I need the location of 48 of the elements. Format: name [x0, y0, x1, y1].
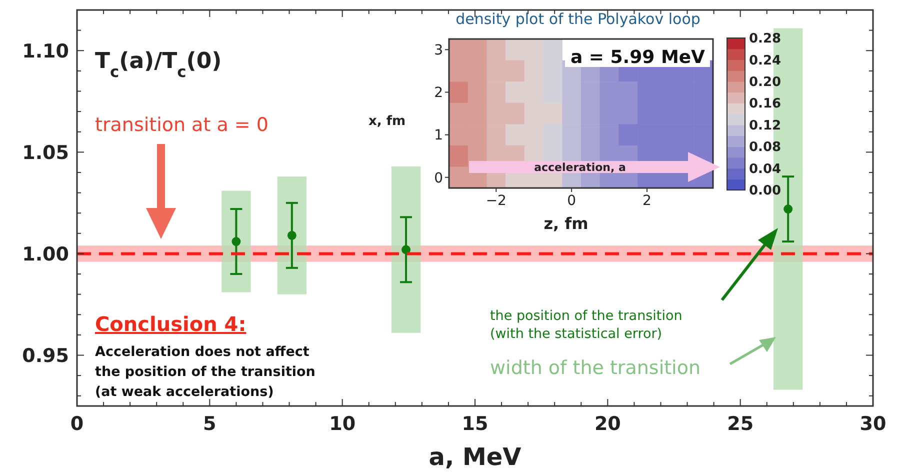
y-tick-label: 2 [434, 85, 443, 102]
y-tick-label: 0 [434, 170, 443, 186]
y-tick-label: 0.95 [22, 344, 69, 367]
color-bar-label: 0.00 [749, 184, 782, 199]
bar [391, 166, 421, 333]
annotation: the position of the transition [95, 364, 316, 380]
y-tick-label: 1.00 [22, 243, 69, 266]
annotation: (at weak accelerations) [95, 384, 274, 400]
y-tick-label: 1 [434, 128, 443, 144]
point [287, 230, 296, 240]
color-bar-label: 0.16 [749, 96, 782, 112]
x-tick-label: 2 [642, 193, 652, 209]
x-tick-label: 25 [727, 413, 754, 435]
x-tick-label: 20 [594, 413, 621, 435]
annotation: width of the transition [490, 357, 701, 379]
x-tick-label: 0 [567, 193, 576, 209]
color-bar-label: 0.12 [749, 118, 782, 134]
x-tick-label: 30 [860, 413, 886, 435]
x-tick-label: 10 [329, 413, 356, 435]
annotation: transition at a = 0 [95, 114, 268, 136]
annotation: a = 5.99 MeV [570, 47, 706, 68]
color-bar-label: 0.28 [749, 32, 782, 47]
y-tick-label: 1.05 [22, 142, 69, 164]
annotation: Acceleration does not affect [95, 344, 310, 360]
bar [277, 176, 307, 294]
y-axis-title: T$_{c}$(a)/T$_{c}$(0) [95, 49, 222, 81]
annotation: the position of the transition [490, 308, 682, 324]
annotation: (with the statistical error) [490, 326, 662, 342]
x-tick-label: 0 [70, 413, 84, 435]
point [402, 245, 411, 254]
color-bar-label: 0.04 [749, 162, 782, 177]
x-tick-label: −2 [486, 193, 506, 209]
annotation: acceleration, a [534, 161, 626, 174]
y-tick-label: 3 [434, 42, 443, 59]
annotation: Conclusion 4: [95, 312, 246, 336]
x-axis-title: a, MeV [428, 443, 522, 471]
point [784, 204, 793, 214]
point [232, 237, 241, 246]
bar [222, 190, 251, 292]
color-bar-label: 0.20 [749, 74, 782, 90]
x-axis-title: z, fm [544, 214, 588, 233]
y-tick-label: 1.10 [22, 40, 69, 62]
x-tick-label: 5 [203, 413, 216, 435]
x-tick-label: 15 [462, 413, 488, 435]
color-bar-label: 0.24 [749, 53, 782, 68]
y-axis-title: x, fm [368, 114, 406, 129]
chart-title: density plot of the Polyakov loop [456, 10, 700, 28]
color-bar-label: 0.08 [749, 140, 782, 156]
